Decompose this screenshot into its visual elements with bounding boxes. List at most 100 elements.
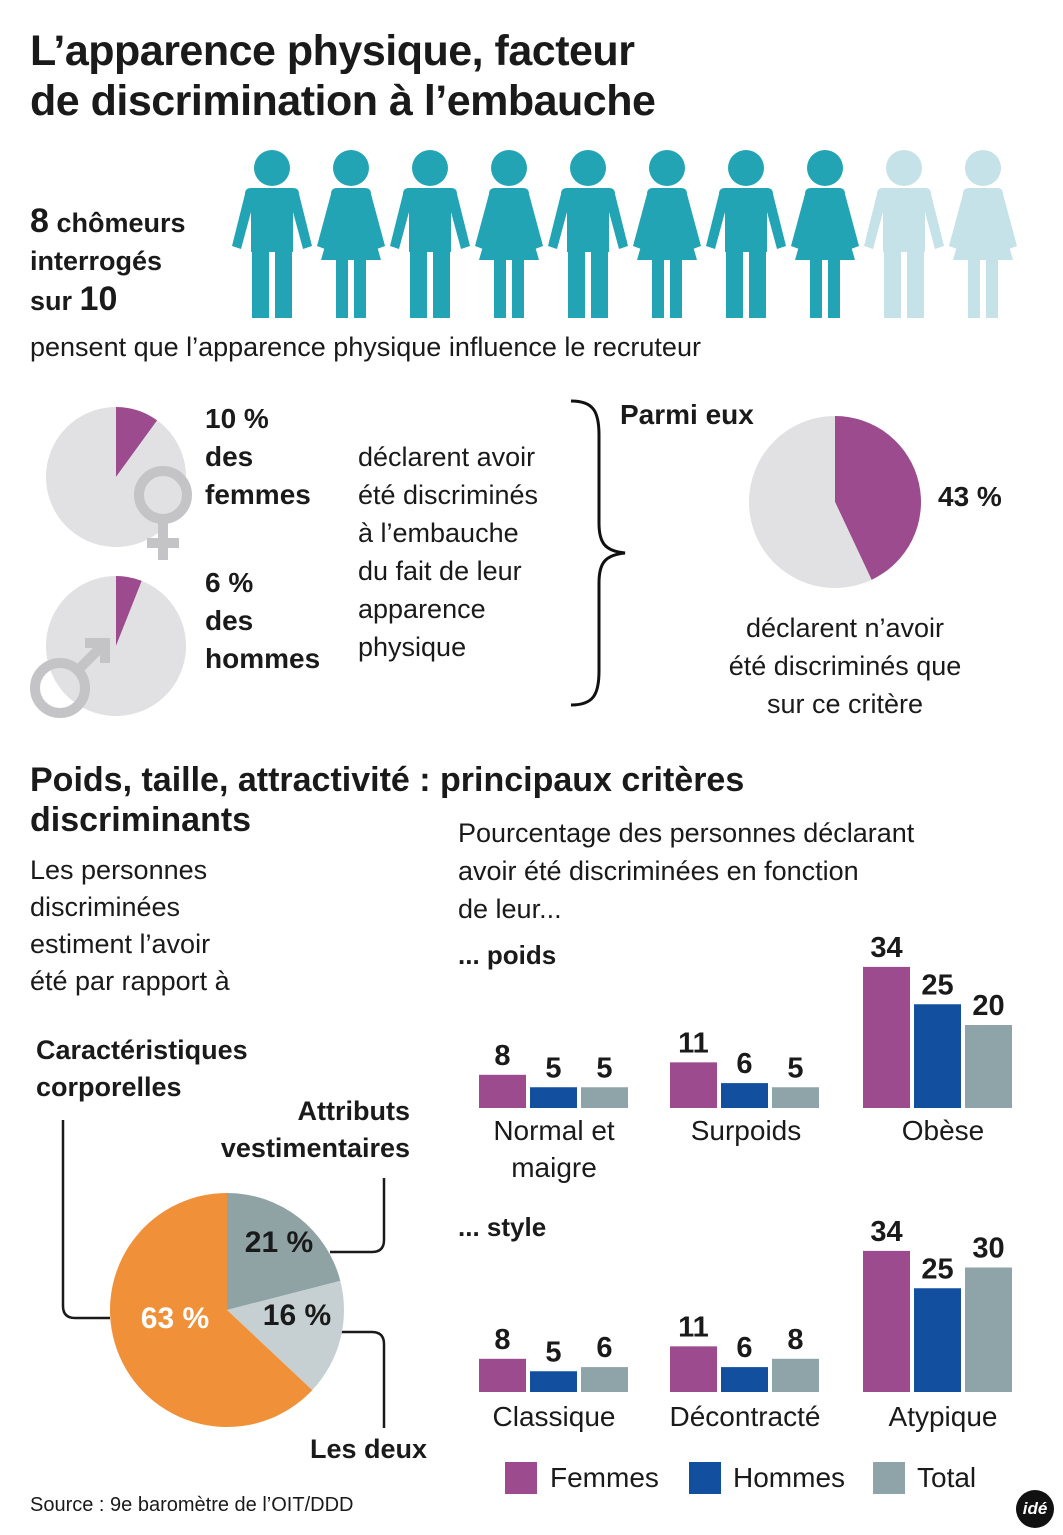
woman-icon	[633, 150, 701, 318]
bar-hommes	[914, 1288, 961, 1392]
pie-slice-les-deux	[227, 1280, 344, 1391]
critere-line: sur ce critère	[766, 689, 924, 719]
right-intro-line: de leur...	[458, 894, 562, 924]
category-label: Normal et maigre	[493, 1115, 615, 1183]
left-intro-text: Les personnes discriminées estiment l’av…	[30, 852, 360, 1000]
declare-line: déclarent avoir	[358, 442, 536, 472]
bar-value-label: 8	[494, 1324, 510, 1356]
pie-slice-corporelles	[110, 1193, 313, 1427]
pie-slice-critere	[835, 416, 921, 580]
woman-icon	[949, 150, 1017, 318]
page-title: L’apparence physique, facteur de discrim…	[30, 26, 1030, 126]
bar-hommes	[721, 1083, 768, 1108]
women-label-2: femmes	[205, 479, 311, 510]
bar-value-label: 11	[678, 1311, 709, 1343]
critere-pie	[749, 416, 921, 588]
critere-text: déclarent n’avoir été discriminés que su…	[660, 609, 1030, 723]
stat-eight-of-ten: 8 chômeurs interrogés sur 10	[30, 202, 185, 320]
bar-total	[772, 1087, 819, 1108]
critere-percent: 43 %	[938, 481, 1002, 512]
data-label-corporelles: 63 %	[141, 1302, 209, 1335]
bar-value-label: 6	[736, 1332, 752, 1364]
category-label: Décontracté	[669, 1401, 821, 1432]
bar-femmes	[863, 1250, 910, 1392]
declare-line: du fait de leur	[358, 556, 522, 586]
bar-hommes	[530, 1087, 577, 1108]
bar-hommes	[530, 1371, 577, 1392]
bar-value-label: 5	[787, 1052, 803, 1084]
left-intro-line: été par rapport à	[30, 966, 230, 996]
category-label: Obèse	[901, 1115, 985, 1146]
legend-total: Total	[917, 1462, 977, 1493]
women-label-1: des	[205, 441, 254, 472]
curly-brace	[570, 399, 626, 707]
men-label-2: hommes	[205, 643, 321, 674]
legend-femmes: Femmes	[550, 1462, 659, 1493]
female-symbol-icon	[134, 466, 192, 560]
declare-line: à l’embauche	[358, 518, 519, 548]
men-pie	[45, 576, 186, 716]
man-icon	[232, 150, 312, 318]
men-percent: 6 %	[205, 567, 254, 598]
bar-value-label: 8	[787, 1324, 803, 1356]
bar-hommes	[914, 1004, 961, 1108]
declare-line: été discriminés	[358, 480, 539, 510]
stat-word-sur: sur	[30, 286, 73, 316]
bar-value-label: 34	[870, 932, 902, 964]
bar-total	[965, 1025, 1012, 1108]
declare-line: apparence	[358, 594, 486, 624]
bar-femmes	[479, 1358, 526, 1392]
title-line-2: de discrimination à l’embauche	[30, 77, 656, 125]
bar-total	[965, 1267, 1012, 1392]
man-icon	[548, 150, 628, 318]
left-intro-line: estiment l’avoir	[30, 929, 211, 959]
stat-count: 8	[30, 202, 49, 240]
bar-value-label: 30	[972, 1233, 1004, 1265]
stat-total: 10	[79, 280, 118, 318]
bar-charts: 8 5 5 11 6 5 34 25 20 8 5 6 11 6 8 34 25 30	[479, 932, 1012, 1392]
woman-icon	[475, 150, 543, 318]
bar-chart-style: 8 5 6 11 6 8 34 25 30	[479, 1216, 1012, 1392]
women-percent: 10 %	[205, 403, 269, 434]
section2-title: Poids, taille, attractivité : principaux…	[30, 760, 990, 840]
left-intro-line: discriminées	[30, 892, 181, 922]
bar-femmes	[670, 1346, 717, 1392]
label-les-deux: Les deux	[310, 1434, 428, 1464]
pie-slice-femmes	[116, 407, 158, 477]
bar-value-label: 5	[596, 1052, 612, 1084]
source-note: Source : 9e baromètre de l’OIT/DDD	[30, 1494, 354, 1516]
men-label-1: des	[205, 605, 254, 636]
men-stat: 6 % des hommes	[205, 564, 320, 678]
bar-femmes	[863, 966, 910, 1108]
group-poids-label: ... poids	[458, 940, 557, 970]
title-line-1: L’apparence physique, facteur	[30, 27, 635, 75]
pie-slice-hommes	[116, 576, 142, 646]
label-caracteristiques: Caractéristiques corporelles	[36, 1032, 248, 1106]
legend-swatch-hommes	[689, 1462, 721, 1494]
bar-total	[581, 1087, 628, 1108]
declare-line: physique	[358, 632, 467, 662]
stat-word-interroges: interrogés	[30, 246, 163, 276]
bar-value-label: 6	[596, 1332, 612, 1364]
section2-title-line-1: Poids, taille, attractivité : principaux…	[30, 761, 745, 799]
label-caracteristiques-line: Caractéristiques	[36, 1035, 248, 1065]
woman-icon	[317, 150, 385, 318]
label-caracteristiques-line: corporelles	[36, 1072, 182, 1102]
left-intro-line: Les personnes	[30, 855, 208, 885]
data-label-vestimentaires: 21 %	[245, 1226, 313, 1259]
bar-value-label: 5	[545, 1052, 561, 1084]
bar-femmes	[479, 1074, 526, 1108]
bar-value-label: 34	[870, 1216, 902, 1248]
pie-slice-autres	[45, 576, 186, 716]
legend-swatch-total	[873, 1462, 905, 1494]
critere-line: été discriminés que	[728, 651, 962, 681]
section2-title-line-2: discriminants	[30, 801, 252, 839]
bar-value-label: 11	[678, 1027, 709, 1059]
bar-hommes	[721, 1367, 768, 1392]
category-label: Surpoids	[690, 1115, 802, 1146]
women-stat: 10 % des femmes	[205, 400, 311, 514]
bar-total	[581, 1367, 628, 1392]
right-intro-text: Pourcentage des personnes déclarant avoi…	[458, 814, 1018, 928]
critere-line: déclarent n’avoir	[745, 613, 945, 643]
right-intro-line: avoir été discriminées en fonction	[458, 856, 859, 886]
